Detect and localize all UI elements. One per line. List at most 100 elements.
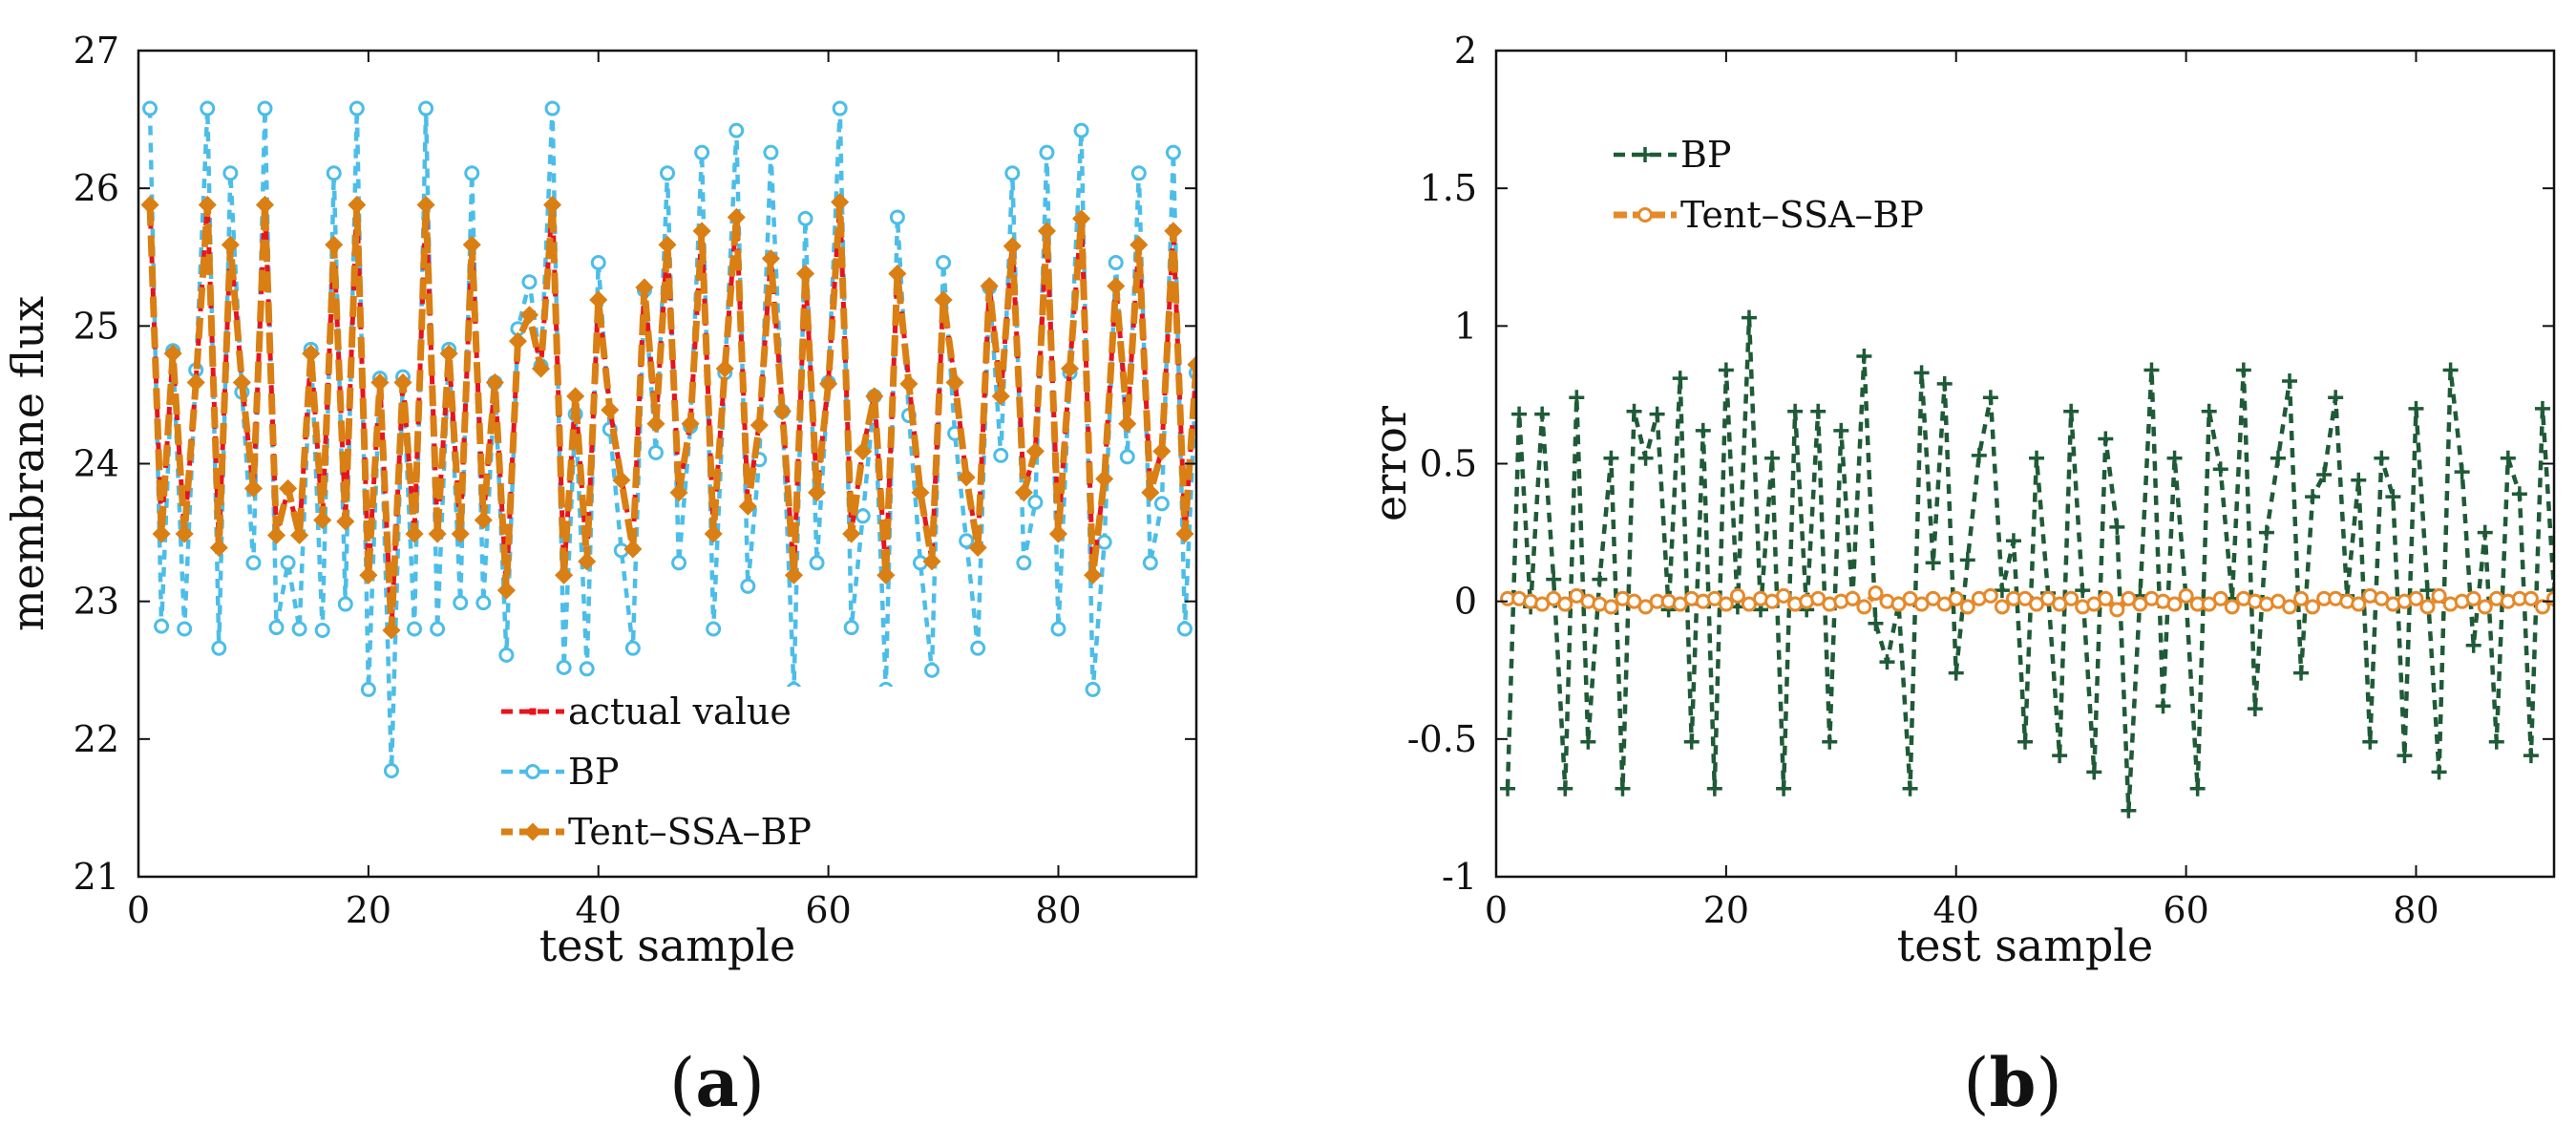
data-point-bp <box>2029 450 2045 466</box>
data-point-tent-ssa-bp <box>876 565 896 584</box>
data-point-tent-ssa-bp <box>808 483 827 502</box>
data-point-bp <box>2546 583 2554 599</box>
data-point-bp <box>1142 555 1158 571</box>
data-point-tent-ssa-bp <box>2523 590 2539 606</box>
data-point-bp <box>2121 802 2137 818</box>
data-point-tent-ssa-bp <box>566 387 585 406</box>
data-point-tent-ssa-bp <box>393 372 412 393</box>
data-point-tent-ssa-bp <box>1164 222 1183 241</box>
data-point-bp <box>1879 654 1895 670</box>
legend-entry-bg <box>1606 130 2007 180</box>
panel-label-close: ) <box>739 1044 765 1122</box>
data-point-tent-ssa-bp <box>1084 565 1103 584</box>
y-tick-label: 1 <box>1454 305 1477 347</box>
data-point-tent-ssa-bp <box>163 344 182 363</box>
data-point-bp <box>1603 450 1619 466</box>
data-point-tent-ssa-bp <box>1025 441 1045 461</box>
data-point-tent-ssa-bp <box>795 264 815 284</box>
legend-label-tent-ssa-bp: Tent–SSA–BP <box>1680 194 1924 236</box>
data-point-bp <box>2397 748 2413 764</box>
panel-label: (b) <box>1963 1043 2062 1122</box>
data-point-tent-ssa-bp <box>899 374 918 393</box>
data-point-bp <box>2155 698 2171 714</box>
data-point-tent-ssa-bp <box>761 249 780 268</box>
data-point-tent-ssa-bp <box>382 621 401 640</box>
data-point-bp <box>2362 733 2378 750</box>
data-point-tent-ssa-bp <box>1118 414 1137 434</box>
data-point-bp <box>1637 450 1654 466</box>
data-point-tent-ssa-bp <box>2178 587 2194 604</box>
data-point-bp <box>2052 748 2068 764</box>
data-point-tent-ssa-bp <box>1557 596 1573 612</box>
data-point-bp <box>1580 733 1596 750</box>
data-point-tent-ssa-bp <box>842 524 861 543</box>
panel-label-letter: a <box>695 1043 738 1122</box>
data-point-tent-ssa-bp <box>1141 483 1160 502</box>
data-point-tent-ssa-bp <box>266 525 286 545</box>
data-point-bp <box>211 640 227 656</box>
data-point-tent-ssa-bp <box>531 359 551 378</box>
data-point-bp <box>1176 621 1193 637</box>
data-point-bp <box>407 621 423 637</box>
data-point-tent-ssa-bp <box>508 331 527 351</box>
data-point-bp <box>360 681 376 697</box>
data-point-bp <box>1096 534 1112 550</box>
data-point-bp <box>2109 519 2125 535</box>
data-point-tent-ssa-bp <box>578 552 597 571</box>
data-point-tent-ssa-bp <box>911 483 930 502</box>
data-point-tent-ssa-bp <box>1048 524 1068 543</box>
data-point-tent-ssa-bp <box>727 207 746 227</box>
data-point-bp <box>2316 467 2333 483</box>
data-point-bp <box>1085 681 1101 697</box>
data-point-tent-ssa-bp <box>945 372 964 393</box>
data-point-bp <box>1016 555 1032 571</box>
data-point-tent-ssa-bp <box>474 511 493 530</box>
y-tick-label: 25 <box>74 305 119 347</box>
data-point-bp <box>200 100 216 117</box>
data-point-bp <box>2465 637 2481 653</box>
data-point-bp <box>993 447 1009 463</box>
data-point-bp <box>2293 665 2310 681</box>
data-point-bp <box>1810 403 1826 419</box>
x-axis-label: test sample <box>1897 920 2153 971</box>
data-point-tent-ssa-bp <box>612 471 631 490</box>
legend-entry-bg <box>494 747 895 797</box>
x-tick-label: 20 <box>346 889 391 931</box>
data-point-bp <box>2143 362 2160 378</box>
data-point-tent-ssa-bp <box>1107 276 1126 296</box>
data-point-tent-ssa-bp <box>704 524 723 543</box>
data-point-tent-ssa-bp <box>854 441 873 461</box>
legend-marker-bp <box>525 764 540 779</box>
data-point-bp <box>418 100 434 117</box>
data-point-bp <box>2270 450 2286 466</box>
data-point-bp <box>1615 780 1631 797</box>
data-point-tent-ssa-bp <box>370 372 390 393</box>
data-point-bp <box>590 255 606 271</box>
data-point-tent-ssa-bp <box>922 552 941 571</box>
data-point-tent-ssa-bp <box>198 195 217 215</box>
data-point-bp <box>1683 733 1700 750</box>
data-point-bp <box>2075 583 2091 599</box>
data-point-bp <box>1500 780 1516 797</box>
data-point-tent-ssa-bp <box>485 372 504 393</box>
panel-label-close: ) <box>2036 1044 2061 1122</box>
y-axis-label: error <box>1364 406 1416 521</box>
data-point-bp <box>2063 403 2080 419</box>
legend-label-bp: BP <box>1680 134 1732 176</box>
data-point-bp <box>1856 349 1872 365</box>
data-point-bp <box>142 100 158 117</box>
data-point-tent-ssa-bp <box>186 372 205 393</box>
data-point-tent-ssa-bp <box>2098 590 2114 606</box>
data-point-tent-ssa-bp <box>784 565 804 584</box>
data-point-bp <box>1649 406 1665 422</box>
data-point-tent-ssa-bp <box>221 235 240 254</box>
data-point-bp <box>1695 422 1711 438</box>
data-point-bp <box>1626 403 1642 419</box>
data-point-bp <box>1902 780 1918 797</box>
data-point-bp <box>2328 390 2344 406</box>
data-point-tent-ssa-bp <box>980 276 999 296</box>
data-point-tent-ssa-bp <box>1037 222 1056 241</box>
data-point-bp <box>1833 422 1849 438</box>
data-point-bp <box>337 596 353 612</box>
y-axis-label: membrane flux <box>2 296 53 631</box>
